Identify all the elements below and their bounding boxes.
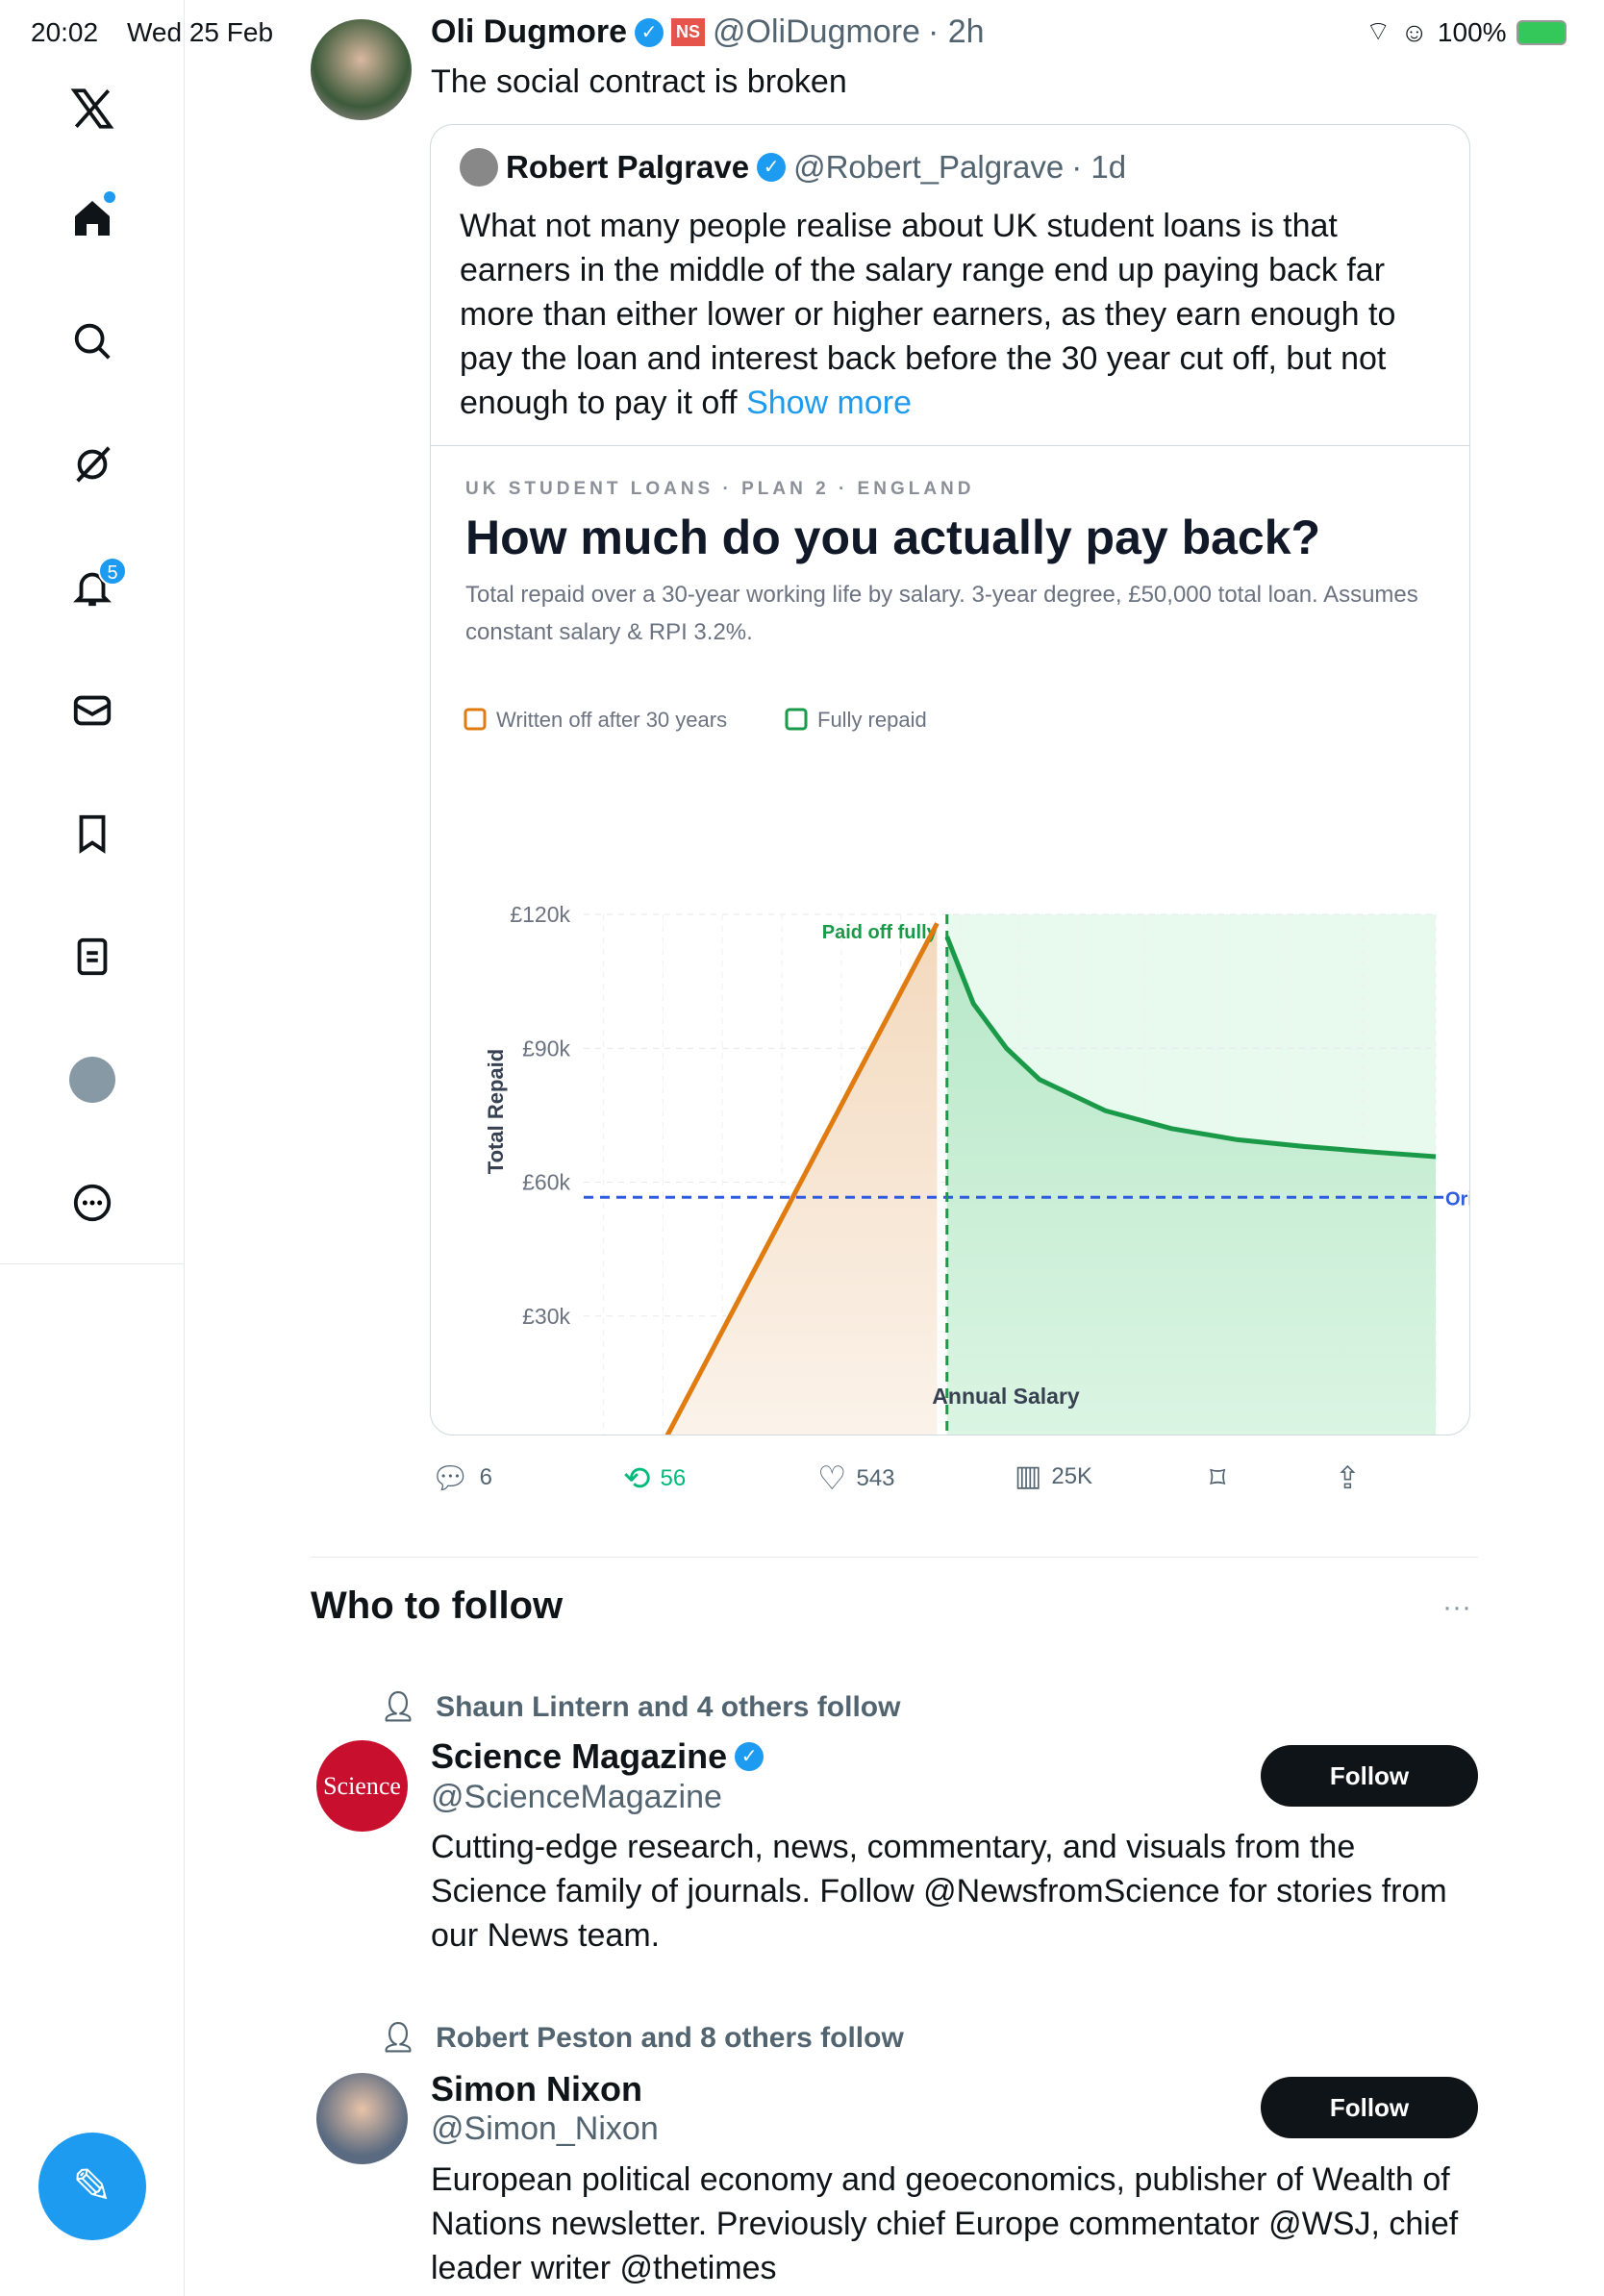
science-magazine-avatar[interactable]: Science <box>316 1740 408 1832</box>
legend-label-fully-repaid: Fully repaid <box>817 708 927 732</box>
repost-count: 56 <box>660 1465 687 1491</box>
chart-title: How much do you actually pay back? <box>465 511 1320 564</box>
sidebar-item-profile[interactable] <box>63 1051 121 1109</box>
y-tick-label: £90k <box>522 1036 570 1061</box>
sidebar-item-home[interactable] <box>63 189 121 247</box>
sidebar-item-notifications[interactable]: 5 <box>63 557 127 616</box>
compose-feather-icon: ✎ <box>72 2159 113 2213</box>
follow-button[interactable]: Follow <box>1261 1745 1478 1807</box>
divider <box>311 1557 1478 1558</box>
written-off-line <box>664 922 940 1435</box>
views-icon: ▥ <box>1015 1460 1042 1492</box>
quote-author-handle[interactable]: @Robert_Palgrave <box>793 149 1065 185</box>
like-count: 543 <box>856 1465 895 1491</box>
follow-button[interactable]: Follow <box>1261 2077 1478 2138</box>
legend-swatch-fully-repaid <box>785 708 808 731</box>
social-context: Shaun Lintern and 4 others follow <box>436 1690 901 1723</box>
battery-icon <box>1516 19 1566 45</box>
verified-badge-icon: ✓ <box>757 153 787 182</box>
y-tick-label: £120k <box>510 902 570 927</box>
sidebar-item-bookmarks[interactable] <box>63 805 121 862</box>
simon-nixon-avatar[interactable] <box>316 2073 408 2164</box>
written-off-area <box>667 923 938 1435</box>
status-time: 20:02 <box>31 17 99 47</box>
notifications-badge: 5 <box>98 557 127 586</box>
account-name[interactable]: Science Magazine <box>431 1736 728 1776</box>
views-count: 25K <box>1051 1462 1093 1489</box>
show-more-link[interactable]: Show more <box>746 385 913 421</box>
social-context: Robert Peston and 8 others follow <box>436 2021 904 2054</box>
reply-icon: 💬︎ <box>431 1460 470 1495</box>
affiliation-badge[interactable]: NS <box>671 18 706 46</box>
x-axis-label: Annual Salary <box>932 1384 1080 1409</box>
sidebar-item-grok[interactable] <box>63 436 121 493</box>
compose-button[interactable]: ✎ <box>38 2133 146 2240</box>
reply-button[interactable]: 💬︎ 6 <box>431 1460 492 1496</box>
sidebar-item-lists[interactable] <box>63 928 121 986</box>
fully-repaid-area <box>946 936 1436 1435</box>
sidebar-divider <box>0 1263 185 1264</box>
card-divider <box>431 445 1469 446</box>
chart: UK STUDENT LOANS · PLAN 2 · ENGLAND How … <box>464 479 1470 1435</box>
x-logo-icon[interactable] <box>63 80 121 137</box>
quote-text: What not many people realise about UK st… <box>460 208 1396 421</box>
wifi-icon: ⌔ <box>1366 16 1391 46</box>
who-to-follow-title: Who to follow <box>311 1585 564 1627</box>
heart-icon: ♡ <box>817 1460 847 1497</box>
author-handle[interactable]: @OliDugmore <box>713 13 920 50</box>
account-handle[interactable]: @Simon_Nixon <box>431 2110 659 2147</box>
legend-swatch-written-off <box>464 708 487 731</box>
quote-time: · 1d <box>1071 149 1127 185</box>
smiley-icon: ☺ <box>1400 16 1428 47</box>
quote-tweet-card[interactable]: Robert Palgrave ✓ @Robert_Palgrave · 1d … <box>430 124 1470 1435</box>
bookmark-icon: ⌑ <box>1210 1460 1226 1495</box>
account-bio: Cutting-edge research, news, commentary,… <box>431 1829 1447 1954</box>
fully-repaid-line <box>944 936 1437 1160</box>
author-avatar[interactable] <box>311 19 412 120</box>
legend-label-written-off: Written off after 30 years <box>496 708 727 732</box>
verified-badge-icon: ✓ <box>635 17 664 47</box>
sidebar: 5 ✎ <box>0 0 185 2296</box>
y-tick-label: £60k <box>522 1170 570 1195</box>
more-options-icon[interactable]: ··· <box>1442 1591 1471 1623</box>
sidebar-item-more[interactable] <box>63 1174 121 1232</box>
y-tick-label: £30k <box>522 1304 570 1329</box>
views-button[interactable]: ▥ 25K <box>1015 1460 1092 1493</box>
like-button[interactable]: ♡ 543 <box>817 1460 895 1498</box>
chart-subtitle: Total repaid over a 30-year working life… <box>465 582 1418 645</box>
sidebar-item-messages[interactable] <box>63 682 121 739</box>
account-bio: European political economy and geoeconom… <box>431 2161 1459 2286</box>
repost-icon: ⟲ <box>623 1460 651 1497</box>
bookmark-button[interactable]: ⌑ <box>1210 1460 1225 1496</box>
author-name[interactable]: Oli Dugmore <box>431 13 628 50</box>
profile-avatar-icon <box>69 1057 115 1103</box>
home-dot-badge <box>104 191 115 203</box>
paid-off-label: Paid off fully <box>822 922 939 943</box>
reply-count: 6 <box>479 1464 492 1490</box>
chart-kicker: UK STUDENT LOANS · PLAN 2 · ENGLAND <box>465 479 975 499</box>
tweet-text: The social contract is broken <box>431 63 847 100</box>
sidebar-item-explore[interactable] <box>63 312 121 370</box>
y-axis-label: Total Repaid <box>484 1049 508 1174</box>
share-icon: ⇪ <box>1335 1460 1361 1495</box>
tweet-time[interactable]: · 2h <box>927 13 985 50</box>
person-icon: 👤︎ <box>380 1691 417 1723</box>
account-handle[interactable]: @ScienceMagazine <box>431 1779 722 1815</box>
repost-button[interactable]: ⟲ 56 <box>623 1460 686 1498</box>
quote-author-avatar <box>460 148 498 187</box>
battery-percent: 100% <box>1437 16 1507 47</box>
threshold-label: Ori <box>1445 1188 1470 1210</box>
person-icon: 👤︎ <box>380 2022 417 2054</box>
quote-author-name[interactable]: Robert Palgrave <box>506 149 750 185</box>
verified-badge-icon: ✓ <box>735 1742 764 1771</box>
account-name[interactable]: Simon Nixon <box>431 2069 643 2109</box>
status-date: Wed 25 Feb <box>127 17 274 47</box>
share-button[interactable]: ⇪ <box>1335 1460 1361 1496</box>
